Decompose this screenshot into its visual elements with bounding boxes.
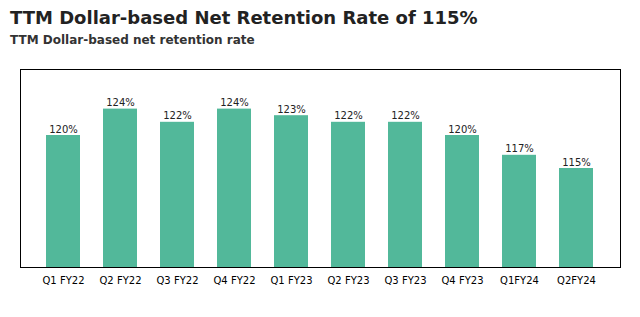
svg-text:Q3 FY22: Q3 FY22	[157, 275, 199, 286]
svg-text:Q1 FY23: Q1 FY23	[271, 275, 313, 286]
svg-text:Q1FY24: Q1FY24	[500, 275, 539, 286]
svg-text:Q2FY24: Q2FY24	[557, 275, 596, 286]
svg-text:Q2 FY23: Q2 FY23	[328, 275, 370, 286]
svg-text:124%: 124%	[106, 97, 135, 108]
svg-text:Q2 FY22: Q2 FY22	[100, 275, 142, 286]
svg-text:115%: 115%	[562, 157, 591, 168]
svg-text:Q4 FY22: Q4 FY22	[214, 275, 256, 286]
html-text:TTM Dollar-based Net Retention: TTM Dollar-based Net Retention Rate of 1…	[10, 7, 478, 28]
svg-text:Q1 FY22: Q1 FY22	[43, 275, 85, 286]
svg-text:122%: 122%	[391, 110, 420, 121]
svg-text:120%: 120%	[49, 124, 78, 135]
svg-text:124%: 124%	[220, 97, 249, 108]
svg-text:120%: 120%	[448, 124, 477, 135]
svg-text:122%: 122%	[163, 110, 192, 121]
svg-text:122%: 122%	[334, 110, 363, 121]
svg-text:117%: 117%	[505, 143, 534, 154]
svg-text:Q4 FY23: Q4 FY23	[442, 275, 484, 286]
html-text:TTM Dollar-based net retention: TTM Dollar-based net retention rate	[10, 33, 255, 47]
svg-text:123%: 123%	[277, 104, 306, 115]
svg-text:Q3 FY23: Q3 FY23	[385, 275, 427, 286]
